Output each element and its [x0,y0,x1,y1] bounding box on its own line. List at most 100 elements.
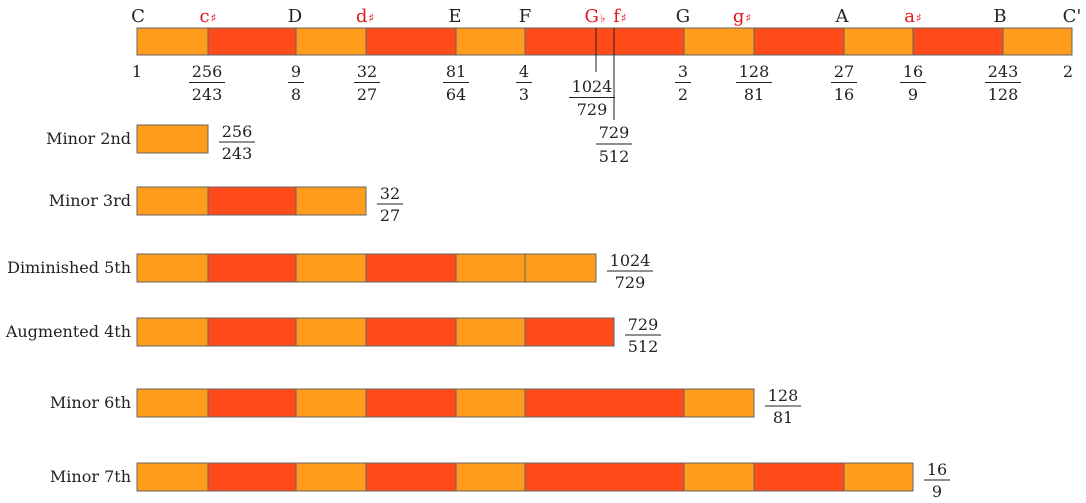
interval-segment [295,186,367,216]
scale-segment [524,27,685,56]
interval-segment [753,462,845,492]
interval-segment [524,462,685,492]
scale-ratio-numerator: 9 [291,62,301,81]
scale-ratio-denominator: 27 [357,85,377,104]
interval-label: Augmented 4th [5,322,131,341]
note-label: E [448,6,461,27]
scale-ratio-denominator: 243 [192,85,223,104]
interval-segment [207,186,297,216]
scale-segment [683,27,755,56]
interval-segment [683,462,755,492]
interval-label: Minor 2nd [46,129,131,148]
interval-segment [295,253,367,283]
scale-ratio-denominator: 9 [908,85,918,104]
interval-ratio-denominator: 9 [932,482,942,501]
interval-segment [136,317,209,347]
interval-ratio-denominator: 81 [773,408,793,427]
scale-ratio-numerator: 27 [834,62,854,81]
interval-ratio-denominator: 512 [628,337,659,356]
scale-ratio: 98 [288,62,304,104]
scale-ratio: 1024 729 [569,77,615,119]
interval-segment [295,462,367,492]
interval-segment [136,124,209,154]
interval-segment [524,388,685,418]
interval-ratio-numerator: 16 [927,460,947,479]
scale-segment [207,27,297,56]
scale-ratio-denominator: 81 [744,85,764,104]
interval-ratio-numerator: 128 [768,386,799,405]
scale-segment [843,27,914,56]
note-label: d♯ [356,6,374,27]
scale-segment [455,27,526,56]
interval-ratio-denominator: 729 [615,273,646,292]
note-label: a♯ [904,6,922,27]
scale-segment [295,27,367,56]
scale-ratio: 32 [675,62,691,104]
note-label: D [288,6,302,27]
interval-segment [365,462,457,492]
interval-segment [207,462,297,492]
interval-segment [843,462,914,492]
note-label: B [993,6,1006,27]
interval-ratio: 169 [924,460,950,501]
interval-label: Minor 6th [50,393,131,412]
interval-ratio-numerator: 256 [222,122,253,141]
scale-ratio-numerator: 729 [599,123,630,142]
interval-ratio-numerator: 32 [380,184,400,203]
scale-ratio-numerator: 128 [739,62,770,81]
scale-ratio: 169 [900,62,926,104]
scale-ratio-numerator: 3 [678,62,688,81]
scale-ratio-numerator: 1024 [572,77,613,96]
scale-ratio: 43 [516,62,532,104]
interval-segment [295,317,367,347]
interval-label: Minor 3rd [49,191,131,210]
interval-segment [207,253,297,283]
scale-ratio: 2 [1063,62,1073,81]
note-label: G [676,6,690,27]
interval-segment [207,388,297,418]
scale-ratio-denominator: 128 [988,85,1019,104]
interval-segment [295,388,367,418]
interval-ratio-numerator: 729 [628,315,659,334]
interval-segment [455,317,526,347]
scale-segment [136,27,209,56]
interval-segment [524,253,597,283]
scale-segment [1002,27,1073,56]
interval-segment [455,462,526,492]
interval-segment [455,388,526,418]
note-label: A [835,6,850,27]
interval-label: Diminished 5th [7,258,131,277]
interval-segment [365,388,457,418]
scale-ratio-denominator: 16 [834,85,854,104]
interval-ratio: 1024 729 [607,251,653,292]
note-label: C [131,6,145,27]
interval-ratio-denominator: 27 [380,206,400,225]
scale-ratio-numerator: 243 [988,62,1019,81]
interval-segment [683,388,755,418]
scale-ratio-numerator: 16 [903,62,923,81]
interval-ratio-denominator: 243 [222,144,253,163]
note-label: F [519,6,532,27]
interval-segment [136,388,209,418]
note-label: C' [1063,6,1082,27]
scale-ratio-numerator: 32 [357,62,377,81]
interval-segment [365,317,457,347]
scale-ratio: 1 [132,62,142,81]
scale-ratio-denominator: 3 [519,85,529,104]
interval-segment [136,186,209,216]
interval-label: Minor 7th [50,467,131,486]
